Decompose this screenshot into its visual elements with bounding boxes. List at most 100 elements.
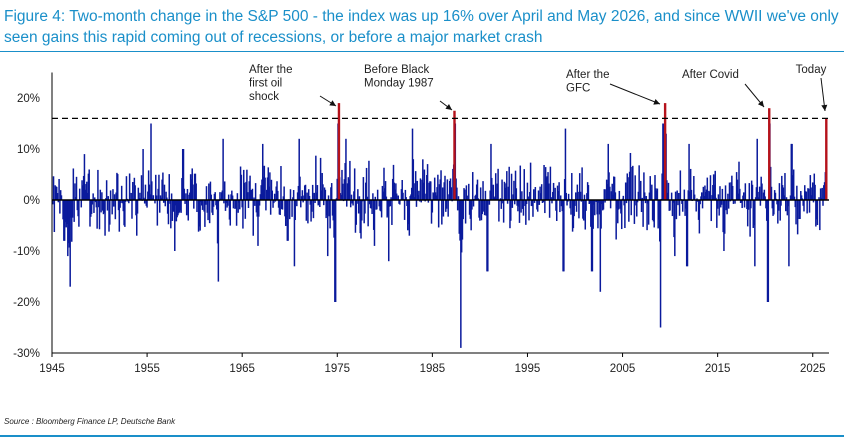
bar [652, 200, 655, 222]
bar [254, 183, 257, 200]
bar [800, 191, 802, 200]
annotation-arrow [609, 83, 661, 105]
bar [461, 200, 464, 240]
bar [537, 190, 540, 200]
bar [442, 200, 445, 217]
bar [656, 188, 659, 200]
bar [739, 200, 742, 204]
bar [133, 177, 136, 200]
bar [157, 188, 159, 200]
source-note: Source : Bloomberg Finance LP, Deutsche … [4, 417, 176, 426]
bar [296, 200, 298, 207]
bar [530, 200, 533, 206]
bar [376, 189, 379, 200]
bar [216, 200, 219, 244]
bar [171, 200, 174, 221]
bar [782, 187, 785, 200]
bar [750, 180, 753, 200]
bar [718, 200, 720, 216]
bar [808, 200, 811, 213]
bar [293, 200, 296, 267]
bar [206, 200, 209, 213]
bar [657, 200, 659, 229]
bar [813, 173, 816, 200]
bar [91, 200, 94, 205]
bar [816, 200, 819, 226]
bar [132, 182, 134, 200]
bar [810, 195, 812, 200]
bar [574, 200, 576, 206]
bar [477, 198, 480, 200]
bar [371, 200, 373, 214]
bar [686, 200, 689, 267]
bar [549, 166, 552, 200]
bar [334, 200, 336, 302]
bar [102, 200, 105, 215]
bar [792, 169, 795, 200]
bar [552, 182, 555, 200]
bar [346, 183, 349, 200]
bar [441, 187, 444, 200]
bar [644, 200, 647, 204]
bar [353, 168, 356, 200]
bar [223, 200, 225, 204]
bar [585, 200, 587, 211]
bar [341, 169, 343, 200]
bar [174, 200, 177, 206]
bar [357, 189, 359, 200]
bar [666, 180, 668, 200]
bar [429, 181, 432, 200]
bar [349, 200, 352, 208]
bar [561, 200, 564, 212]
bar [71, 200, 74, 218]
bar [448, 194, 450, 200]
bar [62, 200, 64, 220]
bar [435, 195, 438, 200]
bar [494, 196, 496, 200]
bar [387, 200, 390, 262]
bar [721, 188, 724, 200]
bar [783, 195, 785, 200]
bar [273, 193, 276, 200]
bar [189, 174, 192, 200]
bar [94, 200, 97, 203]
bar [239, 200, 241, 210]
bar [151, 181, 153, 200]
bar [65, 200, 67, 228]
bar [601, 200, 603, 205]
bar [56, 193, 59, 200]
bar [527, 196, 529, 200]
bar [166, 197, 168, 200]
bar [264, 177, 266, 200]
bar [480, 200, 483, 221]
x-tick-label: 1955 [134, 363, 160, 375]
bar [104, 200, 106, 236]
bar [147, 191, 149, 200]
bar [565, 192, 567, 200]
bar [183, 188, 186, 200]
bar [580, 200, 583, 202]
bar [753, 200, 755, 226]
bar [736, 179, 739, 200]
bar [229, 200, 232, 226]
bar [169, 200, 171, 204]
bar [158, 200, 161, 213]
bar [232, 200, 235, 209]
bar [743, 200, 746, 208]
bar [636, 200, 639, 203]
bar [788, 200, 790, 267]
bar [212, 200, 214, 216]
bar [303, 185, 306, 200]
bar [699, 200, 701, 205]
bar [410, 194, 412, 200]
bar [617, 200, 619, 224]
bar [719, 186, 721, 200]
bar [192, 184, 194, 200]
bar [237, 200, 239, 213]
bar [160, 197, 163, 200]
bar [291, 200, 293, 217]
bar [493, 197, 495, 200]
bar [723, 200, 725, 251]
bar [121, 200, 124, 204]
bar [412, 159, 415, 200]
